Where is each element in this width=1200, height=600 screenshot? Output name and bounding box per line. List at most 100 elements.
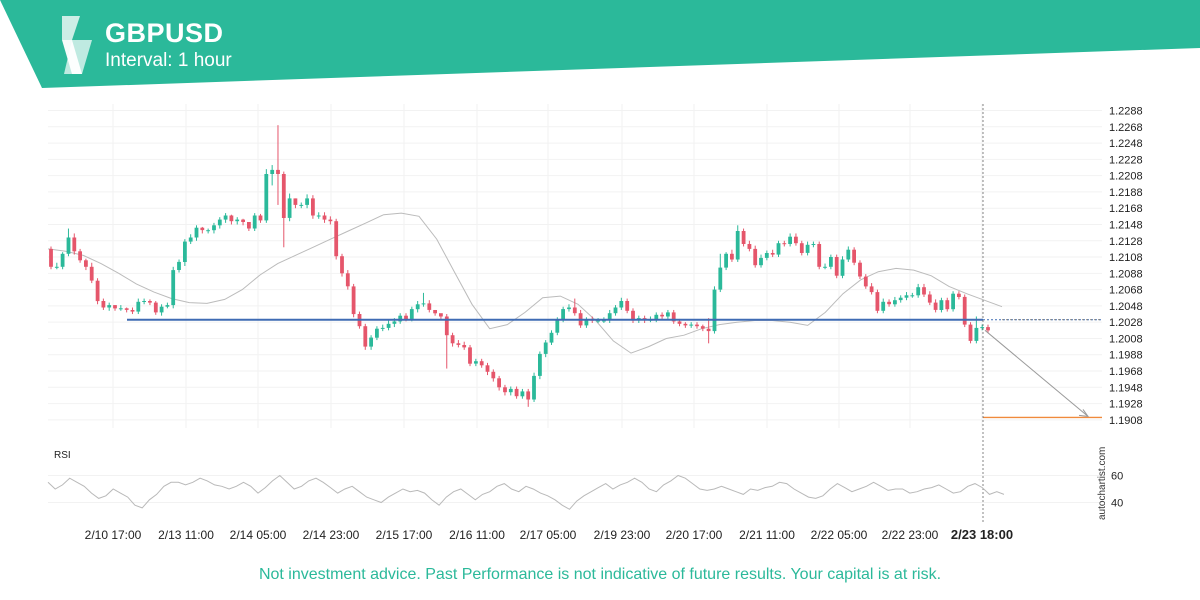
candle-body — [532, 375, 536, 400]
candle-body — [177, 261, 181, 270]
candle-body — [543, 342, 548, 354]
candle-body — [695, 324, 699, 327]
candle-body — [933, 302, 938, 310]
candle-body — [200, 227, 205, 231]
candle-body — [281, 174, 286, 218]
logo-icon — [62, 16, 92, 74]
candle-body — [945, 300, 950, 310]
candle-body — [171, 270, 176, 306]
candle-body — [497, 378, 501, 388]
candle-body — [375, 328, 379, 338]
moving-average-line — [47, 212, 1003, 354]
candle-body — [631, 310, 635, 321]
candle-body — [927, 294, 932, 303]
candle-body — [951, 293, 955, 310]
candle-body — [508, 388, 513, 393]
time-tick-label: 2/21 11:00 — [739, 528, 795, 542]
candle-body — [66, 237, 71, 254]
candle-body — [148, 301, 152, 303]
candle-body — [107, 305, 112, 308]
rsi-panel: 60 40 — [47, 471, 1123, 510]
candle-body — [101, 301, 106, 308]
candle-body — [881, 301, 886, 311]
candle-body — [514, 388, 519, 397]
candle-body — [159, 306, 164, 313]
time-tick-label: 2/14 23:00 — [303, 528, 360, 542]
candle-body — [113, 305, 117, 309]
candle-body — [613, 307, 618, 314]
candle-body — [916, 287, 921, 296]
candle-body — [805, 244, 810, 253]
price-tick-label: 1.2028 — [1109, 317, 1143, 329]
price-tick-label: 1.2188 — [1109, 187, 1143, 199]
candle-body — [572, 307, 577, 314]
candle-body — [369, 337, 373, 347]
candle-body — [311, 198, 315, 216]
time-tick-label: 2/10 17:00 — [85, 528, 142, 542]
price-tick-label: 1.2268 — [1109, 122, 1143, 134]
price-tick-label: 1.2008 — [1109, 333, 1143, 345]
candle-body — [49, 248, 53, 267]
candle-body — [235, 219, 240, 222]
candle-body — [654, 314, 659, 320]
time-tick-label: 2/14 05:00 — [230, 528, 287, 542]
candle-body — [823, 266, 827, 268]
candle-body — [817, 244, 822, 267]
candle-body — [439, 313, 443, 317]
price-tick-label: 1.2128 — [1109, 236, 1143, 248]
candle-body — [549, 332, 554, 343]
candle-body — [683, 323, 688, 326]
candle-body — [293, 198, 298, 205]
candle-body — [776, 243, 781, 255]
candle-body — [223, 215, 228, 220]
candle-body — [677, 321, 682, 324]
candle-body — [241, 219, 245, 222]
time-tick-label: 2/17 05:00 — [520, 528, 577, 542]
candle-body — [247, 222, 251, 229]
price-tick-label: 1.1908 — [1109, 415, 1143, 427]
candle-body — [124, 308, 129, 310]
candle-body — [625, 301, 630, 311]
candle-body — [875, 292, 880, 311]
candle-body — [322, 215, 327, 220]
interval-label: Interval: 1 hour — [105, 50, 232, 71]
candle-body — [340, 256, 344, 274]
candle-body — [503, 387, 507, 393]
projection-arrow-head — [1078, 409, 1090, 418]
candle-body — [957, 293, 961, 297]
candle-body — [409, 309, 414, 319]
candle-body — [834, 257, 839, 276]
candle-body — [468, 347, 472, 364]
candle-body — [479, 361, 484, 366]
candle-body — [660, 314, 664, 317]
candle-body — [811, 244, 816, 245]
candle-body — [730, 253, 734, 260]
candle-body — [380, 327, 385, 329]
candle-body — [264, 174, 269, 221]
candle-body — [84, 260, 88, 267]
candle-body — [165, 305, 170, 307]
candle-body — [54, 266, 59, 268]
candle-body — [799, 243, 804, 253]
candlestick-series — [49, 125, 990, 407]
candle-body — [153, 302, 158, 313]
candle-body — [794, 236, 798, 244]
candle-body — [852, 249, 856, 263]
candle-body — [392, 321, 397, 324]
candle-body — [462, 345, 467, 348]
candle-body — [188, 237, 193, 242]
candle-body — [887, 301, 891, 305]
candle-body — [712, 289, 717, 332]
price-tick-label: 1.2088 — [1109, 268, 1143, 280]
candle-body — [770, 253, 775, 255]
candle-body — [386, 323, 391, 328]
candle-body — [206, 230, 210, 232]
candle-body — [89, 266, 94, 281]
candle-body — [747, 244, 752, 249]
candle-body — [398, 315, 403, 322]
candle-body — [142, 301, 146, 302]
candle-body — [183, 241, 187, 262]
time-tick-label: 2/22 05:00 — [811, 528, 868, 542]
price-tick-label: 1.2228 — [1109, 154, 1143, 166]
candle-body — [555, 319, 560, 333]
